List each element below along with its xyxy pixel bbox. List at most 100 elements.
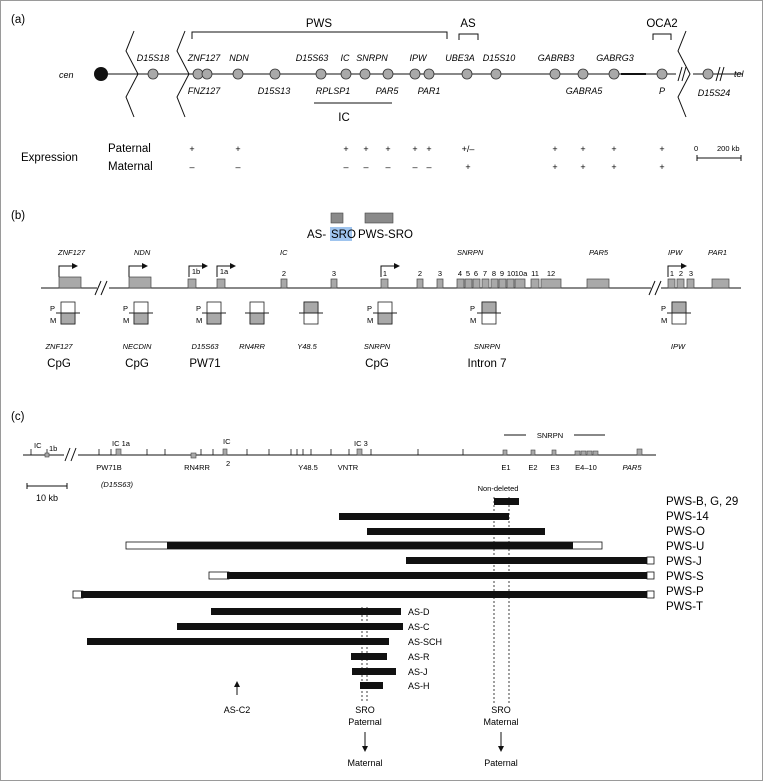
deletion-bar <box>360 682 383 689</box>
as-bracket <box>458 33 479 40</box>
exon <box>456 278 465 289</box>
as-c2-label: AS-C2 <box>224 705 251 715</box>
p-label: P <box>196 304 201 313</box>
gene-marker <box>577 68 589 80</box>
ic-2-label: IC <box>223 437 231 446</box>
expr-mark: – <box>363 162 368 172</box>
locus-label: Y48.5 <box>297 342 317 351</box>
deletion-bar <box>351 653 387 660</box>
break-slash-3 <box>715 66 721 82</box>
exon-label: 6 <box>474 269 478 278</box>
tss-arrow <box>667 263 687 277</box>
loci-notes: CpG CpG PW71 CpG Intron 7 <box>47 358 506 370</box>
panel-a-label: (a) <box>11 14 25 26</box>
expr-mark: – <box>412 162 417 172</box>
methylation-box: P M <box>50 301 80 325</box>
exon <box>187 278 197 289</box>
gene-marker <box>192 68 204 80</box>
maternal-marks: – – – – – – – + + + + + <box>189 162 664 172</box>
expr-mark: + <box>189 144 194 154</box>
exon-label: 10a <box>515 269 528 278</box>
locus-label: NECDIN <box>123 342 152 351</box>
exon-label: 4 <box>458 269 462 278</box>
c-scale-label: 10 kb <box>36 493 58 503</box>
deletion-label: PWS-J <box>666 556 702 568</box>
oca2-region-label: OCA2 <box>646 18 677 30</box>
exon <box>530 278 540 289</box>
snrpn-label: SNRPN <box>537 431 563 440</box>
ic-label: IC <box>338 112 350 124</box>
exon <box>216 278 226 289</box>
tss-arrow <box>188 263 208 277</box>
deletion-label: AS-SCH <box>408 637 442 647</box>
methylation-box: P M <box>123 301 153 325</box>
locus-label: D15S63 <box>191 342 219 351</box>
gene-label: ZNF127 <box>57 248 86 257</box>
methylation-box: P M <box>196 301 226 325</box>
map-box <box>115 448 122 456</box>
deletion-label: AS-R <box>408 652 430 662</box>
sro-paternal-block: SRO Paternal Maternal <box>347 705 382 768</box>
deletion-bar <box>227 572 649 579</box>
map-box <box>551 449 557 456</box>
gene-label: UBE3A <box>445 53 475 63</box>
oca2-bracket <box>652 33 672 40</box>
map-box <box>190 452 197 459</box>
exon <box>667 278 676 289</box>
expr-mark: + <box>412 144 417 154</box>
marker-label: PAR5 <box>622 463 642 472</box>
track-break <box>648 280 656 296</box>
methylation-box <box>245 301 269 325</box>
exon-label: 11 <box>531 269 539 278</box>
locus-note: Intron 7 <box>468 358 507 370</box>
gene-label: GABRG3 <box>596 53 634 63</box>
gene-marker <box>461 68 473 80</box>
track-break <box>94 280 102 296</box>
panel-b: (b) AS- SRO PWS-SRO ZNF127 NDN IC SNRPN … <box>11 210 741 370</box>
methylated-half <box>377 312 393 325</box>
tss-arrow <box>58 263 78 277</box>
map-box <box>44 452 50 458</box>
exon <box>416 278 424 289</box>
exon-label: 3 <box>438 269 442 278</box>
locus-label: SNRPN <box>474 342 501 351</box>
deletion-label: PWS-P <box>666 586 704 598</box>
gene-label: PAR1 <box>708 248 727 257</box>
gene-marker <box>423 68 435 80</box>
gene-label: RPLSP1 <box>316 86 351 96</box>
exon <box>514 278 526 289</box>
gene-label: FNZ127 <box>188 86 222 96</box>
sro-label: SRO <box>491 705 511 715</box>
ic-2-sub: 2 <box>226 459 230 468</box>
gene-label: IC <box>341 53 351 63</box>
expr-mark: + <box>552 144 557 154</box>
panel-c-label: (c) <box>11 411 25 423</box>
expr-mark: +/– <box>462 144 475 154</box>
m-label: M <box>123 316 129 325</box>
gene-label: IPW <box>410 53 429 63</box>
map-box <box>586 450 593 456</box>
breakpoint-left-2 <box>176 30 190 118</box>
expr-mark: – <box>235 162 240 172</box>
gene-label: SNRPN <box>356 53 388 63</box>
gene-labels-top: D15S18 ZNF127 NDN D15S63 IC SNRPN IPW UB… <box>137 53 634 63</box>
marker-label: E2 <box>528 463 537 472</box>
map-box <box>574 450 581 456</box>
exon <box>686 278 695 289</box>
map-box <box>580 450 587 456</box>
exon-label: 3 <box>332 269 336 278</box>
methylated-half <box>133 312 149 325</box>
locus-note: CpG <box>47 358 71 370</box>
exons <box>58 276 730 289</box>
expr-mark: – <box>343 162 348 172</box>
panel-c: (c) <box>11 411 738 768</box>
exon-labels: 1b 1a 2 3 1 2 3 4 5 6 7 8 9 10 10a 11 12… <box>192 267 693 278</box>
panel-b-gene-names: ZNF127 NDN IC SNRPN PAR5 IPW PAR1 <box>57 248 727 257</box>
c-scale-bar <box>26 483 68 489</box>
locus-note: CpG <box>125 358 149 370</box>
map-box <box>502 449 508 456</box>
m-label: M <box>196 316 202 325</box>
pws-sro-label: PWS-SRO <box>358 229 413 241</box>
locus-label: SNRPN <box>364 342 391 351</box>
deletion-label: AS-D <box>408 607 430 617</box>
